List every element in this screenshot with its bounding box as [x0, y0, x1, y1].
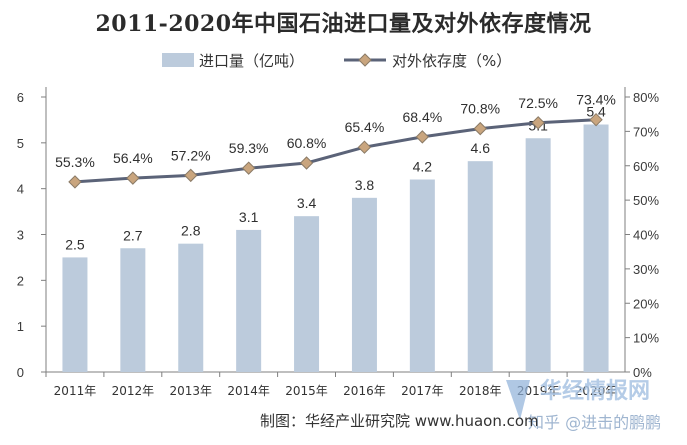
bar-value-label: 3.4	[297, 195, 317, 211]
bar-value-label: 2.8	[181, 223, 201, 239]
y-tick-right-label: 40%	[633, 228, 659, 243]
y-tick-right-label: 10%	[633, 331, 659, 346]
line-marker	[68, 175, 82, 189]
line-value-label: 59.3%	[229, 140, 269, 156]
x-tick-label: 2013年	[169, 384, 212, 398]
y-tick-right-label: 70%	[633, 124, 659, 139]
y-tick-left-label: 3	[17, 228, 24, 243]
y-tick-right-label: 20%	[633, 296, 659, 311]
line-marker	[415, 130, 430, 144]
x-tick-label: 2020年	[575, 384, 618, 398]
x-tick-label: 2018年	[459, 384, 502, 398]
y-ticks-left: 0 1 2 3 4 5 6	[17, 90, 46, 380]
y-tick-right-label: 0%	[633, 365, 652, 380]
y-tick-right-label: 80%	[633, 90, 659, 105]
bar	[351, 197, 377, 372]
line-markers	[68, 112, 603, 189]
chart-title: 2011-2020年中国石油进口量及对外依存度情况	[95, 11, 592, 37]
line-value-label: 56.4%	[113, 150, 153, 166]
bar	[583, 124, 609, 372]
line-marker	[473, 121, 487, 136]
y-tick-right-label: 50%	[633, 193, 659, 208]
bar	[294, 216, 320, 372]
line-value-label: 72.5%	[518, 95, 558, 111]
y-ticks-right: 0% 10% 20% 30% 40% 50% 60% 70% 80%	[625, 90, 659, 380]
line-value-label: 65.4%	[345, 119, 385, 135]
dependence-line	[74, 118, 597, 184]
watermark: 华经情报网 知乎 @进击的鹏鹏	[506, 378, 661, 432]
line-marker	[126, 171, 140, 185]
bar	[525, 138, 551, 372]
line-value-label: 68.4%	[402, 109, 442, 125]
bar-value-label: 5.4	[586, 104, 606, 120]
line-marker	[241, 161, 256, 175]
x-tick-label: 2011年	[54, 384, 97, 398]
bar	[120, 248, 146, 372]
bar-value-label: 2.5	[65, 236, 85, 252]
line-marker	[357, 140, 372, 154]
line-value-label: 70.8%	[460, 101, 500, 117]
watermark-logo-icon	[506, 380, 530, 420]
bar-labels: 2.52.72.83.13.43.84.24.65.15.4	[65, 104, 606, 253]
bar-value-label: 4.6	[471, 140, 491, 156]
y-tick-left-label: 6	[17, 90, 24, 105]
bar	[62, 257, 88, 372]
bar	[236, 229, 262, 372]
line-value-label: 57.2%	[171, 147, 211, 163]
y-tick-left-label: 4	[17, 182, 24, 197]
y-tick-left-label: 1	[17, 319, 24, 334]
line-labels: 55.3% 56.4% 57.2% 59.3% 60.8% 65.4% 68.4% 70.8%…	[55, 92, 616, 170]
legend-label-bar: 进口量（亿吨）	[199, 52, 304, 70]
bars	[62, 124, 609, 372]
bar	[178, 243, 204, 372]
y-tick-left-label: 0	[17, 365, 24, 380]
legend-swatch-bar	[162, 53, 194, 67]
y-tick-left-label: 2	[17, 273, 24, 288]
x-ticks: 2011年 2012年 2013年 2014年 2015年 2016年 2017年 2018年…	[45, 372, 618, 398]
line-value-label: 60.8%	[287, 135, 327, 151]
bar-value-label: 2.7	[123, 227, 143, 243]
source-note: 制图：华经产业研究院 www.huaon.com	[260, 412, 539, 430]
legend-marker	[358, 53, 372, 67]
bar-value-label: 3.8	[355, 177, 375, 193]
y-tick-right-label: 60%	[633, 159, 659, 174]
line-marker	[299, 156, 314, 170]
bar	[467, 161, 493, 372]
bar-value-label: 4.2	[413, 159, 433, 175]
line-value-label: 73.4%	[576, 92, 616, 108]
line-marker	[589, 112, 603, 127]
x-tick-label: 2016年	[343, 384, 386, 398]
bar	[409, 179, 435, 372]
legend-label-line: 对外依存度（%）	[392, 52, 511, 70]
y-tick-left-label: 5	[17, 136, 24, 151]
bar-value-label: 3.1	[239, 209, 259, 225]
y-tick-right-label: 30%	[633, 262, 659, 277]
x-tick-label: 2015年	[285, 384, 328, 398]
line-marker	[531, 116, 545, 130]
x-tick-label: 2012年	[112, 384, 155, 398]
watermark-brand: 华经情报网	[540, 378, 650, 404]
watermark-zhihu: 知乎 @进击的鹏鹏	[528, 413, 661, 432]
legend: 进口量（亿吨） 对外依存度（%）	[162, 52, 511, 70]
line-value-label: 55.3%	[55, 154, 95, 170]
x-tick-label: 2014年	[227, 384, 270, 398]
x-tick-label: 2017年	[401, 384, 444, 398]
line-marker	[184, 168, 198, 183]
